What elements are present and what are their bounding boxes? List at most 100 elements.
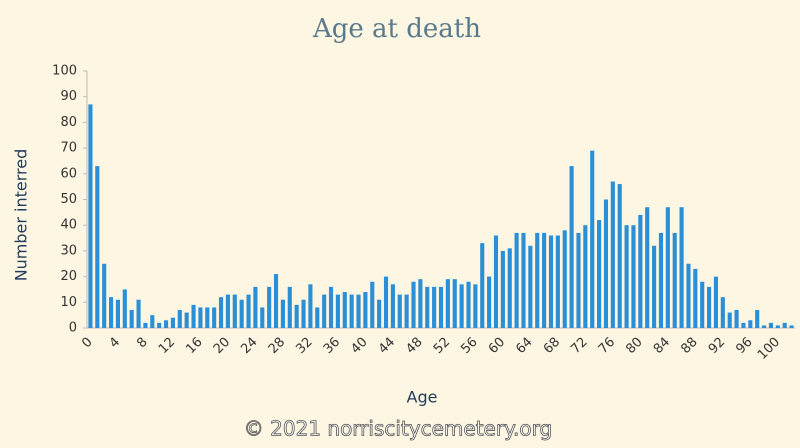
- y-axis-label: Number interred: [12, 149, 31, 282]
- bar: [267, 286, 272, 328]
- bar: [665, 207, 670, 328]
- bar: [672, 232, 677, 328]
- bar: [603, 199, 609, 328]
- bar: [418, 279, 423, 328]
- bar: [542, 232, 547, 328]
- bar: [315, 307, 320, 328]
- bar: [645, 207, 650, 328]
- bar: [280, 299, 285, 328]
- bar: [294, 304, 299, 328]
- bar: [102, 263, 107, 328]
- bar: [260, 307, 265, 328]
- bar: [370, 281, 375, 328]
- bar: [507, 248, 512, 328]
- bar: [397, 294, 402, 328]
- bar: [789, 325, 794, 328]
- y-tick-label: 60: [60, 166, 77, 181]
- bar: [108, 297, 114, 328]
- bar: [445, 279, 450, 328]
- bar: [232, 294, 237, 328]
- bar: [741, 322, 746, 328]
- bar: [700, 281, 705, 328]
- bar: [576, 232, 581, 328]
- bar: [239, 299, 244, 328]
- bar: [363, 292, 368, 328]
- bar: [466, 281, 471, 328]
- y-tick-label: 30: [60, 243, 77, 258]
- bar: [335, 294, 340, 328]
- bar: [122, 289, 127, 328]
- bar: [555, 235, 560, 328]
- bar: [734, 310, 739, 328]
- y-tick-label: 100: [52, 64, 77, 79]
- bar: [411, 281, 416, 328]
- bar: [438, 286, 444, 328]
- bar: [762, 325, 767, 328]
- bar: [383, 276, 389, 328]
- bar: [246, 294, 251, 328]
- y-tick-label: 10: [60, 295, 77, 310]
- chart-title: Age at death: [312, 14, 481, 44]
- bar: [205, 307, 210, 328]
- bar: [569, 166, 574, 328]
- bar: [720, 297, 725, 328]
- bar: [679, 207, 684, 328]
- bar: [473, 284, 478, 328]
- bar: [583, 225, 588, 328]
- bar: [377, 299, 382, 328]
- y-tick-label: 80: [60, 115, 77, 130]
- bar: [480, 243, 485, 328]
- bar: [768, 322, 774, 328]
- bar: [658, 232, 664, 328]
- bar: [115, 299, 120, 328]
- y-tick-label: 40: [60, 218, 77, 233]
- bar: [459, 284, 464, 328]
- footer: © 2021 norriscitycemetery.org: [244, 417, 552, 441]
- bar: [404, 294, 409, 328]
- bar: [514, 232, 519, 328]
- bar: [624, 225, 629, 328]
- bar: [610, 181, 615, 328]
- bar: [136, 299, 141, 328]
- bar: [143, 322, 148, 328]
- bar: [775, 325, 780, 328]
- bar: [177, 310, 182, 328]
- bar: [493, 235, 499, 328]
- bar: [273, 274, 279, 328]
- bar: [535, 232, 540, 328]
- bar: [500, 250, 505, 328]
- y-tick-label: 20: [60, 269, 77, 284]
- bar: [693, 268, 698, 328]
- bar: [212, 307, 217, 328]
- y-tick-label: 70: [60, 141, 77, 156]
- bar: [218, 297, 224, 328]
- bar: [652, 245, 657, 328]
- bar: [301, 299, 306, 328]
- bar: [638, 214, 643, 328]
- bar: [782, 322, 787, 328]
- bar: [95, 166, 100, 328]
- bar: [487, 276, 492, 328]
- bar: [597, 220, 602, 328]
- bar: [528, 245, 533, 328]
- bar: [617, 184, 622, 328]
- bar: [225, 294, 230, 328]
- bar: [170, 317, 175, 328]
- bar: [425, 286, 430, 328]
- bar: [157, 322, 162, 328]
- bar: [713, 276, 719, 328]
- bar: [328, 286, 334, 328]
- bar: [727, 312, 732, 328]
- bar: [129, 310, 134, 328]
- bar: [686, 263, 691, 328]
- y-tick-label: 50: [60, 192, 77, 207]
- bar: [356, 294, 361, 328]
- bar: [755, 310, 760, 328]
- bar: [548, 235, 554, 328]
- bar: [163, 320, 169, 328]
- bar: [432, 286, 437, 328]
- bar: [308, 284, 313, 328]
- bar: [88, 104, 93, 328]
- bar: [191, 304, 196, 328]
